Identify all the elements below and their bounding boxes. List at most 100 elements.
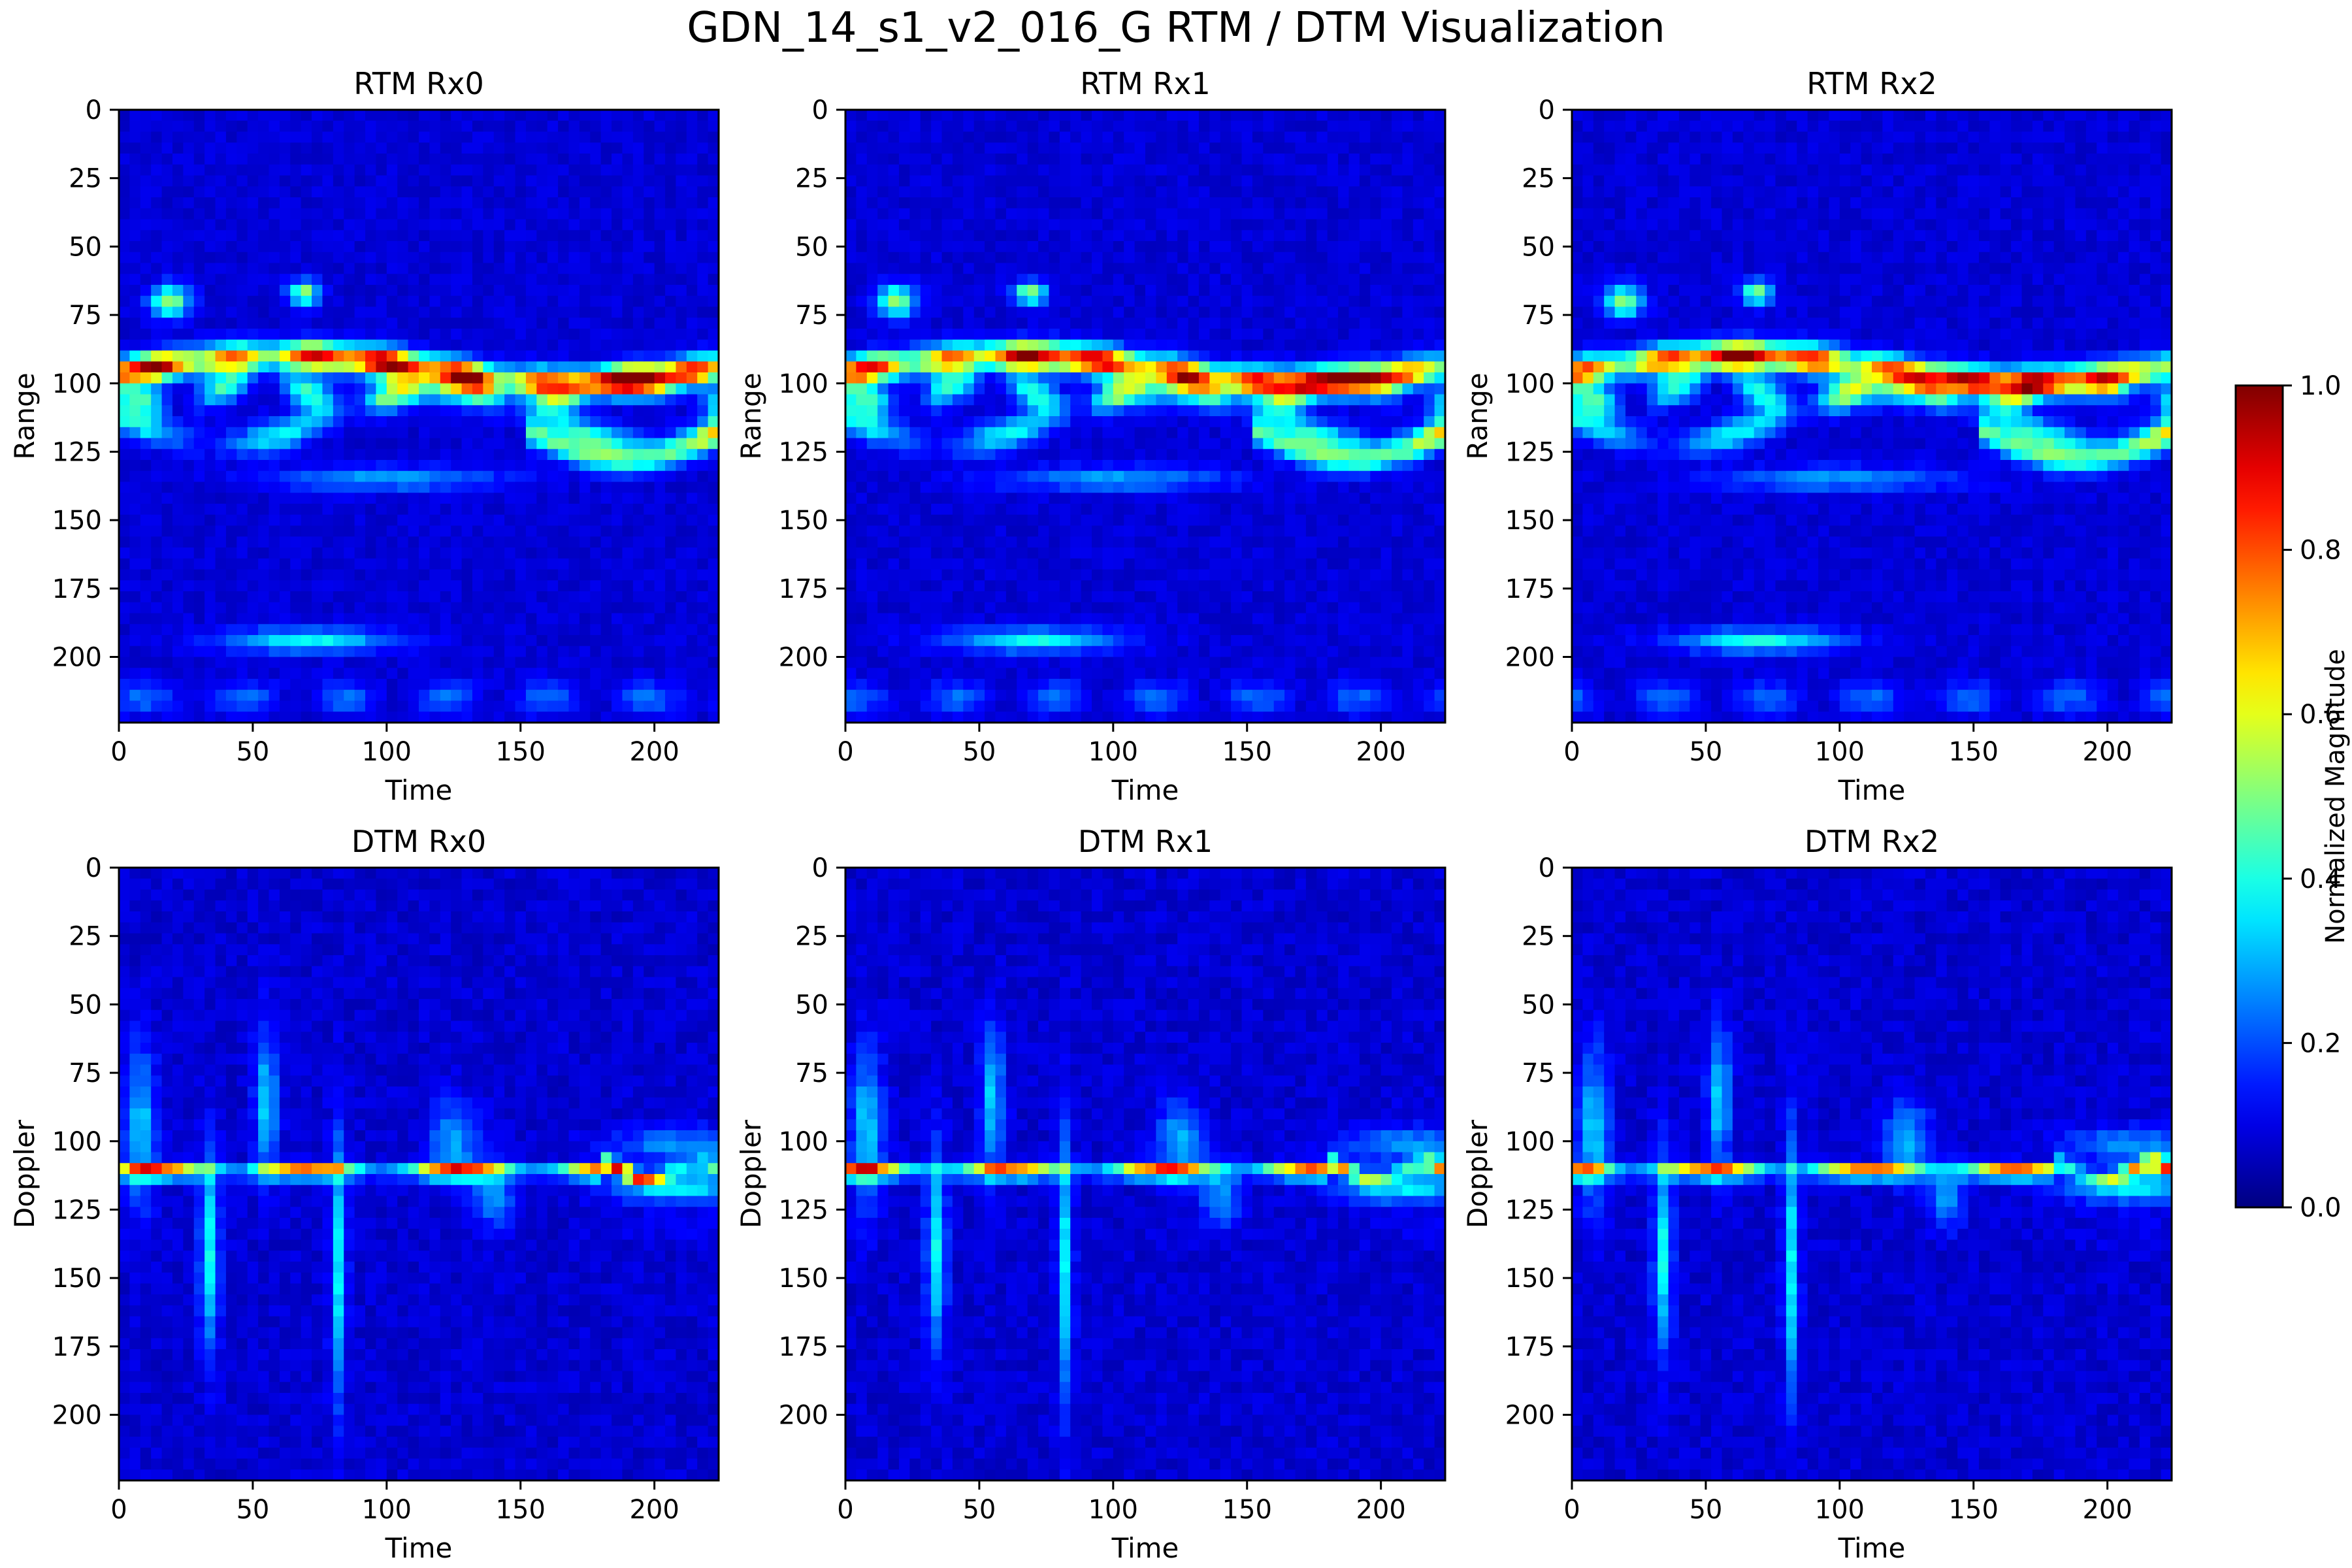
heatmap-cell [856, 602, 868, 614]
heatmap-cell [397, 580, 409, 592]
heatmap-cell [1005, 197, 1017, 209]
heatmap-cell [119, 175, 130, 187]
heatmap-cell [941, 295, 953, 308]
heatmap-cell [1177, 679, 1189, 691]
heatmap-cell [1070, 613, 1082, 625]
heatmap-cell [161, 186, 173, 198]
heatmap-cell [493, 591, 505, 603]
heatmap-cell [1027, 613, 1039, 625]
heatmap-cell [269, 350, 280, 362]
heatmap-cell [558, 394, 570, 406]
heatmap-cell [845, 208, 857, 220]
heatmap-cell [461, 394, 473, 406]
heatmap-cell [1177, 482, 1189, 493]
heatmap-cell [579, 624, 591, 636]
heatmap-cell [1049, 438, 1060, 449]
heatmap-cell [365, 350, 377, 362]
heatmap-cell [1027, 405, 1039, 417]
heatmap-cell [654, 416, 666, 428]
heatmap-cell [376, 504, 387, 515]
heatmap-cell [1166, 569, 1178, 581]
heatmap-cell [1134, 679, 1146, 691]
heatmap-cell [1134, 460, 1146, 472]
heatmap-cell [665, 295, 677, 308]
heatmap-cell [1113, 580, 1124, 592]
heatmap-cell [461, 241, 473, 253]
heatmap-cell [204, 613, 216, 625]
heatmap-cell [365, 645, 377, 658]
heatmap-cell [708, 591, 719, 603]
heatmap-cell [856, 405, 868, 417]
heatmap-cell [344, 580, 355, 592]
heatmap-cell [1049, 514, 1060, 527]
heatmap-cell [909, 536, 921, 548]
heatmap-cell [119, 142, 130, 154]
heatmap-cell [440, 208, 451, 220]
heatmap-cell [408, 416, 419, 428]
heatmap-cell [183, 230, 195, 242]
heatmap-cell [151, 493, 163, 504]
heatmap-cell [877, 525, 889, 537]
heatmap-cell [600, 449, 612, 461]
heatmap-cell [408, 186, 419, 198]
heatmap-cell [654, 525, 666, 537]
heatmap-cell [172, 263, 184, 274]
heatmap-cell [322, 186, 334, 198]
heatmap-cell [301, 536, 312, 548]
heatmap-cell [247, 416, 259, 428]
heatmap-cell [193, 405, 205, 417]
heatmap-cell [590, 482, 602, 493]
heatmap-cell [290, 120, 302, 133]
heatmap-cell [1017, 449, 1028, 461]
heatmap-cell [632, 405, 644, 417]
heatmap-cell [963, 493, 975, 504]
heatmap-cell [654, 470, 666, 483]
heatmap-cell [973, 635, 985, 647]
heatmap-cell [354, 624, 366, 636]
heatmap-cell [1070, 645, 1082, 658]
heatmap-cell [536, 569, 548, 581]
heatmap-cell [215, 164, 227, 176]
heatmap-cell [140, 482, 152, 493]
heatmap-cell [1059, 175, 1071, 187]
heatmap-cell [1070, 252, 1082, 264]
heatmap-cell [1059, 274, 1071, 286]
heatmap-cell [204, 449, 216, 461]
heatmap-cell [536, 241, 548, 253]
heatmap-cell [568, 405, 580, 417]
heatmap-cell [1145, 110, 1156, 122]
heatmap-cell [708, 164, 719, 176]
heatmap-cell [1134, 252, 1146, 264]
heatmap-cell [568, 263, 580, 274]
heatmap-cell [140, 361, 152, 373]
heatmap-cell [622, 460, 634, 472]
heatmap-cell [1081, 110, 1092, 122]
heatmap-cell [1005, 154, 1017, 165]
heatmap-cell [504, 219, 516, 231]
heatmap-cell [290, 394, 302, 406]
heatmap-cell [686, 120, 698, 133]
heatmap-cell [1113, 569, 1124, 581]
heatmap-cell [344, 263, 355, 274]
heatmap-cell [856, 482, 868, 493]
heatmap-cell [665, 175, 677, 187]
heatmap-cell [1049, 536, 1060, 548]
heatmap-cell [301, 142, 312, 154]
heatmap-cell [995, 689, 1007, 702]
heatmap-cell [888, 306, 900, 318]
heatmap-cell [1027, 547, 1039, 559]
heatmap-cell [590, 318, 602, 329]
heatmap-cell [985, 361, 996, 373]
heatmap-cell [1113, 274, 1124, 286]
heatmap-cell [204, 219, 216, 231]
heatmap-cell [269, 339, 280, 351]
heatmap-cell [354, 460, 366, 472]
heatmap-cell [386, 197, 398, 209]
heatmap-cell [161, 416, 173, 428]
heatmap-cell [408, 372, 419, 384]
heatmap-cell [686, 318, 698, 329]
heatmap-cell [547, 120, 559, 133]
heatmap-cell [1166, 329, 1178, 340]
heatmap-cell [397, 110, 409, 122]
heatmap-cell [279, 438, 291, 449]
